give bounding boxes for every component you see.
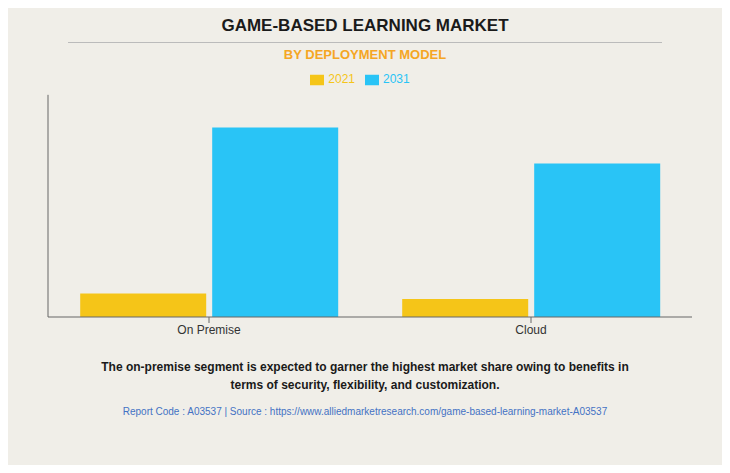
html-text:The on-premise segment is expe: The on-premise segment is expected to ga… <box>101 360 629 392</box>
html-text:2021: 2021 <box>328 72 355 86</box>
html-text:GAME-BASED LEARNING MARKET: GAME-BASED LEARNING MARKET <box>221 16 509 35</box>
html-text:BY DEPLOYMENT MODEL: BY DEPLOYMENT MODEL <box>283 47 447 62</box>
html-text:2031: 2031 <box>383 72 410 86</box>
html-text:Report Code : A03537 | Source: Report Code : A03537 | Source : https://… <box>122 406 608 417</box>
svg-text:On Premise: On Premise <box>177 323 241 337</box>
svg-text:Cloud: Cloud <box>515 323 546 337</box>
